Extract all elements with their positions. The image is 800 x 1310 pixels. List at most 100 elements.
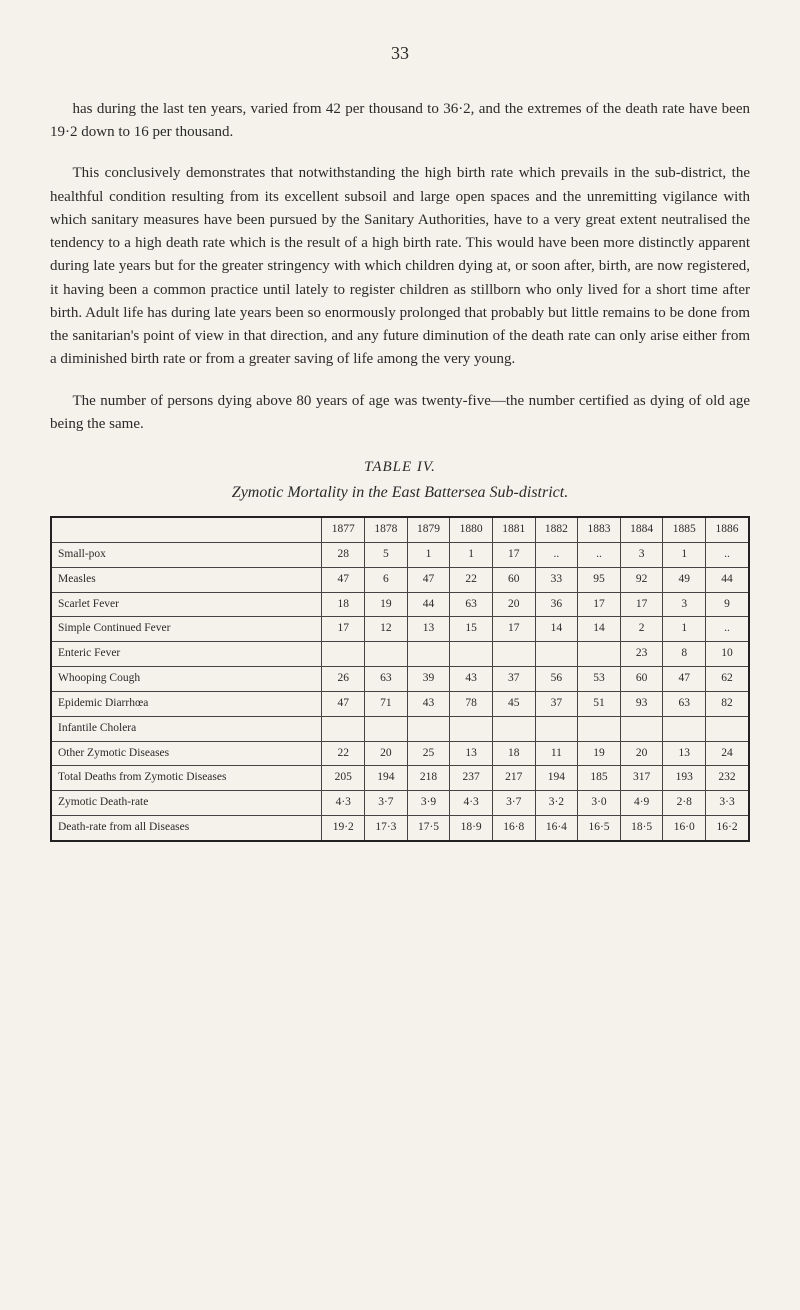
year-header: 1880 [450, 517, 493, 542]
year-header: 1886 [706, 517, 749, 542]
table-cell: 37 [492, 667, 535, 692]
table-cell: 47 [663, 667, 706, 692]
row-label: Death-rate from all Diseases [51, 815, 322, 840]
table-cell [322, 716, 365, 741]
table-cell: 17 [492, 543, 535, 568]
table-cell: 63 [450, 592, 493, 617]
table-cell: 24 [706, 741, 749, 766]
table-row: Death-rate from all Diseases19·217·317·5… [51, 815, 749, 840]
table-cell: 36 [535, 592, 578, 617]
table-cell: 18·9 [450, 815, 493, 840]
table-cell: 17 [620, 592, 663, 617]
table-cell: 4·9 [620, 791, 663, 816]
row-label: Enteric Fever [51, 642, 322, 667]
table-cell: 4·3 [450, 791, 493, 816]
table-cell: 18 [322, 592, 365, 617]
table-cell: 13 [450, 741, 493, 766]
row-label: Other Zymotic Diseases [51, 741, 322, 766]
table-cell: 217 [492, 766, 535, 791]
table-cell: 47 [322, 567, 365, 592]
table-cell: .. [578, 543, 621, 568]
table-cell: 44 [706, 567, 749, 592]
table-cell: 218 [407, 766, 450, 791]
table-cell: 18 [492, 741, 535, 766]
year-header: 1883 [578, 517, 621, 542]
table-cell: 3·2 [535, 791, 578, 816]
row-label: Total Deaths from Zymotic Diseases [51, 766, 322, 791]
table-cell: 1 [450, 543, 493, 568]
table-cell: 194 [535, 766, 578, 791]
table-cell [706, 716, 749, 741]
table-row: Zymotic Death-rate4·33·73·94·33·73·23·04… [51, 791, 749, 816]
table-cell: 60 [492, 567, 535, 592]
table-cell: 2·8 [663, 791, 706, 816]
table-cell: 22 [450, 567, 493, 592]
table-cell: 4·3 [322, 791, 365, 816]
table-cell: 60 [620, 667, 663, 692]
table-row: Total Deaths from Zymotic Diseases205194… [51, 766, 749, 791]
row-label: Epidemic Diarrhœa [51, 691, 322, 716]
row-label: Measles [51, 567, 322, 592]
table-cell [663, 716, 706, 741]
table-cell: 33 [535, 567, 578, 592]
row-label: Simple Continued Fever [51, 617, 322, 642]
table-cell [450, 716, 493, 741]
table-row: Whooping Cough26633943375653604762 [51, 667, 749, 692]
table-row: Enteric Fever23810 [51, 642, 749, 667]
table-cell: 14 [578, 617, 621, 642]
table-cell [365, 716, 408, 741]
table-cell: 63 [663, 691, 706, 716]
table-cell: 185 [578, 766, 621, 791]
table-row: Measles4764722603395924944 [51, 567, 749, 592]
table-cell: 14 [535, 617, 578, 642]
table-cell: 53 [578, 667, 621, 692]
table-cell: 3·9 [407, 791, 450, 816]
table-cell [492, 716, 535, 741]
table-cell: .. [706, 543, 749, 568]
table-cell: 39 [407, 667, 450, 692]
table-cell: 1 [663, 543, 706, 568]
year-header: 1882 [535, 517, 578, 542]
table-cell: 43 [407, 691, 450, 716]
table-cell: 23 [620, 642, 663, 667]
table-cell [578, 716, 621, 741]
year-header: 1879 [407, 517, 450, 542]
table-cell: 25 [407, 741, 450, 766]
table-cell: 82 [706, 691, 749, 716]
row-label: Infantile Cholera [51, 716, 322, 741]
year-header: 1884 [620, 517, 663, 542]
table-cell: 3·0 [578, 791, 621, 816]
table-cell: 95 [578, 567, 621, 592]
table-cell: 237 [450, 766, 493, 791]
table-cell: 47 [407, 567, 450, 592]
table-header-row: 1877 1878 1879 1880 1881 1882 1883 1884 … [51, 517, 749, 542]
table-cell: 20 [620, 741, 663, 766]
year-header: 1881 [492, 517, 535, 542]
paragraph-2: This conclusively demonstrates that notw… [50, 162, 750, 371]
table-cell: 8 [663, 642, 706, 667]
table-subtitle: Zymotic Mortality in the East Battersea … [50, 481, 750, 506]
table-cell [407, 716, 450, 741]
table-title: TABLE IV. [50, 456, 750, 479]
table-cell: 194 [365, 766, 408, 791]
table-cell: .. [535, 543, 578, 568]
table-cell: 6 [365, 567, 408, 592]
table-cell: .. [706, 617, 749, 642]
table-cell: 19·2 [322, 815, 365, 840]
table-corner-cell [51, 517, 322, 542]
table-cell: 16·5 [578, 815, 621, 840]
table-cell [322, 642, 365, 667]
table-cell [365, 642, 408, 667]
row-label: Whooping Cough [51, 667, 322, 692]
table-cell: 317 [620, 766, 663, 791]
table-cell: 19 [365, 592, 408, 617]
table-cell: 16·4 [535, 815, 578, 840]
table-cell: 37 [535, 691, 578, 716]
table-cell: 205 [322, 766, 365, 791]
table-cell: 12 [365, 617, 408, 642]
table-cell: 17·5 [407, 815, 450, 840]
table-cell: 56 [535, 667, 578, 692]
table-cell: 19 [578, 741, 621, 766]
row-label: Small-pox [51, 543, 322, 568]
table-cell: 22 [322, 741, 365, 766]
